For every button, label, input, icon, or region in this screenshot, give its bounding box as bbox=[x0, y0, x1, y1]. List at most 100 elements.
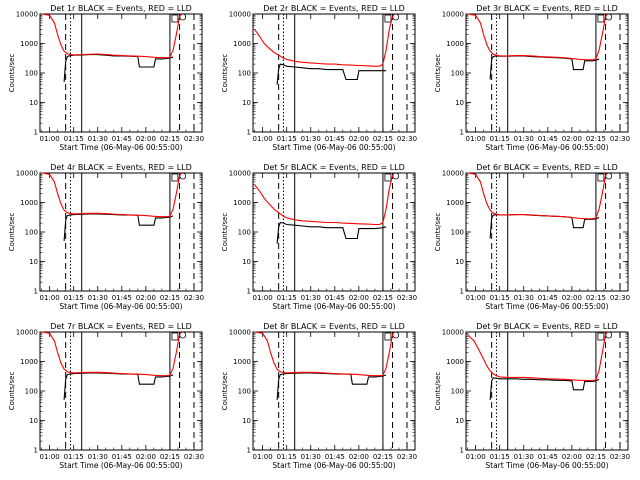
y-tick-label: 10000 bbox=[229, 170, 251, 178]
panel-title: Det 5r BLACK = Events, RED = LLD bbox=[263, 163, 405, 172]
y-tick-label: 100 bbox=[238, 388, 251, 396]
x-tick-label: 01:45 bbox=[325, 135, 345, 143]
x-tick-label: 01:00 bbox=[253, 135, 273, 143]
y-tick-label: 100 bbox=[25, 388, 38, 396]
y-tick-label: 10 bbox=[29, 417, 38, 425]
y-tick-label: 1000 bbox=[446, 358, 464, 366]
x-tick-label: 01:15 bbox=[64, 294, 84, 302]
x-tick-label: 01:30 bbox=[88, 135, 108, 143]
series-line-lld bbox=[467, 172, 608, 220]
y-tick-label: 10 bbox=[29, 99, 38, 107]
x-tick-label: 01:15 bbox=[277, 294, 297, 302]
x-tick-label: 01:30 bbox=[514, 135, 534, 143]
x-tick-label: 02:30 bbox=[184, 453, 204, 461]
corner-box-marker bbox=[171, 173, 179, 182]
series-line-events bbox=[489, 377, 600, 400]
x-tick-label: 02:00 bbox=[562, 453, 582, 461]
panel-7: Det 7r BLACK = Events, RED = LLD 1 10 100 10… bbox=[8, 322, 204, 470]
y-tick-label: 10000 bbox=[442, 11, 464, 19]
y-tick-label: 100 bbox=[25, 229, 38, 237]
y-tick-label: 1000 bbox=[233, 199, 251, 207]
panel-1: Det 1r BLACK = Events, RED = LLD 1 10 100 10… bbox=[8, 4, 204, 152]
panel-title: Det 3r BLACK = Events, RED = LLD bbox=[476, 4, 618, 13]
y-axis-label: Counts/sec bbox=[434, 372, 442, 411]
y-tick-label: 1000 bbox=[20, 199, 38, 207]
y-tick-label: 10000 bbox=[442, 170, 464, 178]
x-tick-label: 02:15 bbox=[586, 294, 606, 302]
panel-4: Det 4r BLACK = Events, RED = LLD 1 10 100 10… bbox=[8, 163, 204, 311]
x-tick-label: 02:15 bbox=[160, 135, 180, 143]
x-tick-label: 01:15 bbox=[64, 135, 84, 143]
x-tick-label: 02:15 bbox=[160, 453, 180, 461]
series-line-lld bbox=[467, 13, 608, 61]
panel-title: Det 6r BLACK = Events, RED = LLD bbox=[476, 163, 618, 172]
corner-box-marker bbox=[597, 173, 605, 182]
x-tick-label: 02:15 bbox=[373, 135, 393, 143]
y-tick-label: 1 bbox=[460, 129, 464, 137]
x-tick-label: 01:15 bbox=[490, 294, 510, 302]
y-axis-label: Counts/sec bbox=[434, 213, 442, 252]
panel-3: Det 3r BLACK = Events, RED = LLD 1 10 100 10… bbox=[434, 4, 630, 152]
x-tick-label: 01:15 bbox=[490, 135, 510, 143]
y-axis-label: Counts/sec bbox=[8, 372, 16, 411]
x-tick-label: 01:30 bbox=[88, 294, 108, 302]
series-line-lld bbox=[41, 13, 182, 59]
x-tick-label: 01:30 bbox=[514, 453, 534, 461]
y-tick-label: 10000 bbox=[229, 329, 251, 337]
panel-6: Det 6r BLACK = Events, RED = LLD 1 10 100 10… bbox=[434, 163, 630, 311]
y-tick-label: 100 bbox=[238, 70, 251, 78]
panel-9: Det 9r BLACK = Events, RED = LLD 1 10 100 10… bbox=[434, 322, 630, 470]
y-axis-label: Counts/sec bbox=[8, 213, 16, 252]
y-tick-label: 10 bbox=[455, 417, 464, 425]
y-tick-label: 1 bbox=[247, 288, 251, 296]
x-tick-label: 01:45 bbox=[112, 453, 132, 461]
x-tick-label: 01:45 bbox=[325, 294, 345, 302]
y-tick-label: 1000 bbox=[233, 40, 251, 48]
y-tick-label: 10 bbox=[455, 99, 464, 107]
x-tick-label: 01:30 bbox=[301, 135, 321, 143]
x-axis-label: Start Time (06-May-06 00:55:00) bbox=[485, 302, 608, 311]
x-tick-label: 02:30 bbox=[397, 453, 417, 461]
y-tick-label: 10000 bbox=[16, 11, 38, 19]
x-tick-label: 02:30 bbox=[610, 135, 630, 143]
series-line-lld bbox=[467, 331, 608, 382]
y-tick-label: 1000 bbox=[233, 358, 251, 366]
plot-frame bbox=[252, 172, 416, 292]
y-tick-label: 1000 bbox=[446, 40, 464, 48]
y-tick-label: 10 bbox=[242, 258, 251, 266]
y-tick-label: 1 bbox=[34, 129, 38, 137]
series-line-events bbox=[276, 221, 387, 244]
y-axis-label: Counts/sec bbox=[221, 54, 229, 93]
x-tick-label: 02:00 bbox=[349, 294, 369, 302]
x-axis-label: Start Time (06-May-06 00:55:00) bbox=[59, 143, 182, 152]
y-tick-label: 10000 bbox=[442, 329, 464, 337]
panel-2: Det 2r BLACK = Events, RED = LLD 1 10 100 10… bbox=[221, 4, 417, 152]
x-tick-label: 01:00 bbox=[253, 294, 273, 302]
x-tick-label: 01:45 bbox=[538, 294, 558, 302]
y-tick-label: 1000 bbox=[20, 40, 38, 48]
x-axis-label: Start Time (06-May-06 00:55:00) bbox=[272, 143, 395, 152]
x-axis-label: Start Time (06-May-06 00:55:00) bbox=[59, 461, 182, 470]
series-line-lld bbox=[254, 331, 395, 377]
x-axis-label: Start Time (06-May-06 00:55:00) bbox=[272, 461, 395, 470]
x-tick-label: 02:00 bbox=[349, 453, 369, 461]
y-tick-label: 10 bbox=[242, 417, 251, 425]
y-tick-label: 100 bbox=[451, 229, 464, 237]
series-line-events bbox=[276, 372, 387, 400]
y-tick-label: 10000 bbox=[16, 329, 38, 337]
x-tick-label: 02:30 bbox=[397, 294, 417, 302]
series-line-events bbox=[63, 213, 174, 241]
y-axis-label: Counts/sec bbox=[221, 213, 229, 252]
x-tick-label: 02:00 bbox=[562, 135, 582, 143]
y-tick-label: 10 bbox=[29, 258, 38, 266]
corner-box-marker bbox=[171, 14, 179, 23]
x-tick-label: 01:15 bbox=[64, 453, 84, 461]
x-axis-label: Start Time (06-May-06 00:55:00) bbox=[272, 302, 395, 311]
x-axis-label: Start Time (06-May-06 00:55:00) bbox=[485, 143, 608, 152]
y-axis-label: Counts/sec bbox=[8, 54, 16, 93]
x-tick-label: 01:00 bbox=[466, 135, 486, 143]
series-line-lld bbox=[41, 172, 182, 218]
series-line-lld bbox=[41, 331, 182, 377]
x-tick-label: 02:15 bbox=[373, 453, 393, 461]
